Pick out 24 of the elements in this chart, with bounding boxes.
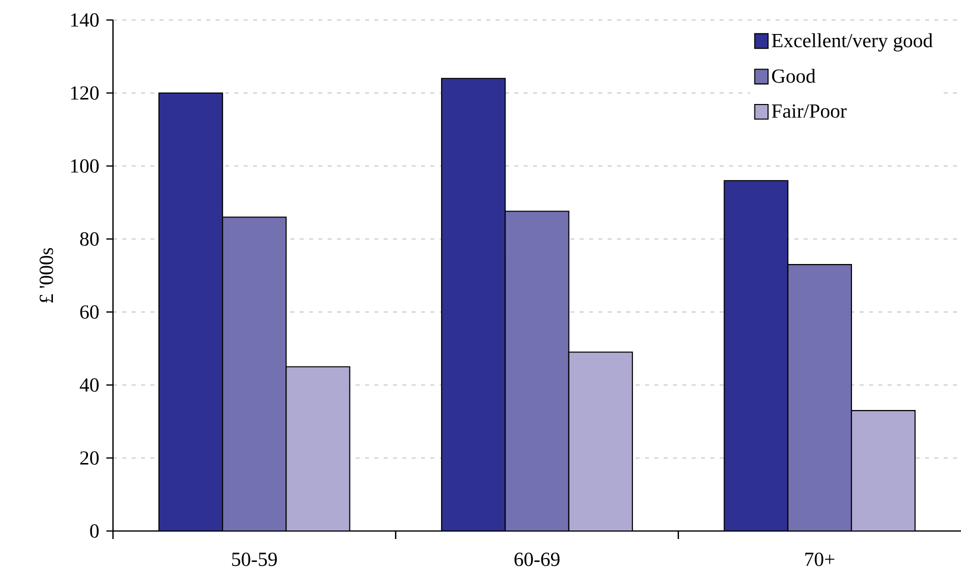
bar: [850, 410, 916, 531]
y-tick-label: 20: [80, 451, 99, 465]
bar: [504, 210, 570, 531]
bar: [568, 352, 633, 531]
y-tick-label: 120: [71, 86, 99, 100]
bar: [724, 180, 788, 531]
bar: [441, 78, 506, 531]
bar: [286, 366, 350, 531]
y-tick-label: 40: [80, 378, 99, 392]
y-axis-title: £ '000s: [40, 248, 54, 303]
y-tick-label: 0: [90, 524, 99, 538]
y-tick-label: 140: [71, 13, 99, 27]
legend-label: Excellent/very good: [772, 33, 933, 52]
x-tick-label: 60-69: [514, 552, 560, 566]
legend-label: Fair/Poor: [772, 104, 847, 118]
y-tick-label: 80: [80, 232, 99, 246]
y-tick-label: 100: [71, 159, 99, 173]
y-tick-label: 60: [80, 305, 99, 319]
bar: [787, 264, 852, 531]
legend-label: Good: [772, 68, 816, 83]
bar: [222, 216, 287, 531]
x-tick-label: 70+: [805, 552, 834, 566]
bar: [158, 92, 224, 531]
x-tick-label: 50-59: [232, 552, 277, 566]
